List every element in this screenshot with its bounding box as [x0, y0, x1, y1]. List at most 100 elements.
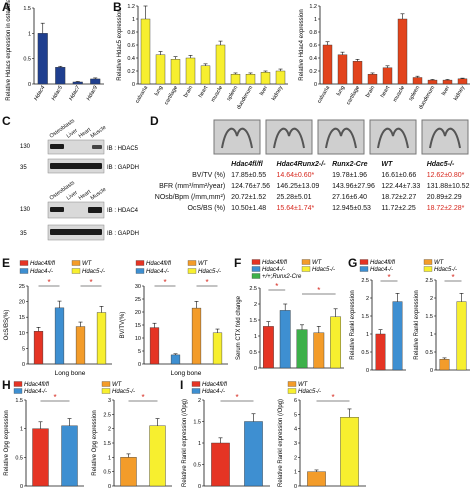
y-tick-label: 1 [108, 455, 111, 461]
x-tick-label: kidney [271, 85, 284, 102]
table-row: OcS/BS (%) 10.50±1.48 15.64±1.74* 12.945±0.… [152, 204, 472, 213]
legend-label: Hdac5-/- [312, 267, 335, 273]
x-axis-label: Long bone [171, 370, 202, 377]
x-tick-label: muscle [210, 85, 224, 103]
bar [212, 332, 223, 365]
western-blot-hdac5: Osteoblasts Liver Heart Muscle 130 35 IB… [18, 118, 143, 178]
y-tick-label: 0 [20, 484, 23, 490]
blot2-band [88, 207, 102, 213]
y-axis-label: Relative Opg expression [92, 410, 98, 475]
y-axis-label: Relative Opg expression [4, 410, 10, 475]
y-tick-label: 0.5 [15, 455, 23, 461]
table-row-label: BV/TV (%) [192, 172, 226, 179]
table-row-label: OcS/BS (%) [187, 205, 226, 212]
table-col-header: Hdac5-/- [426, 161, 455, 168]
table-col-header: Runx2-Cre [332, 161, 368, 168]
y-tick-label: 2 [108, 427, 111, 433]
panel-letter-e: E [2, 256, 11, 270]
y-tick-label: 0.8 [127, 30, 135, 36]
table-cell: 18.72±2.27 [381, 194, 417, 201]
y-tick-label: 1.5 [425, 314, 433, 320]
western-blot-hdac4: Osteoblasts Liver Heart Muscle 130 35 IB… [18, 180, 143, 248]
y-tick-label: 0 [314, 82, 317, 88]
legend-label: WT [298, 382, 309, 388]
table-cell: 15.64±1.74* [276, 205, 315, 212]
bar [211, 442, 230, 487]
bar [185, 57, 196, 85]
bar [90, 78, 101, 85]
y-tick-label: 0.6 [309, 43, 317, 49]
blot1-label-hdac5: IB : HDAC5 [107, 146, 139, 152]
chart-b-hdac5-tissue: 0 0.2 0.4 0.6 0.8 1 1.2 Relative Hdac5 expressi… [117, 4, 288, 111]
bar [170, 59, 181, 85]
bar [397, 18, 408, 85]
microct-bone-outline [325, 127, 357, 149]
legend-label: Hdac4-/- [146, 269, 169, 275]
y-tick-label: 0.2 [309, 69, 317, 75]
y-tick-label: 25 [135, 297, 141, 303]
legend-swatch [187, 268, 197, 274]
bar [75, 326, 86, 365]
legend-swatch [251, 266, 261, 272]
table-cell: 20.72±1.52 [231, 194, 267, 201]
y-axis-label: Relative Rankl expression (/Opg) [182, 399, 188, 487]
y-tick-label: 0 [254, 366, 257, 372]
y-tick-label: 1 [132, 17, 135, 23]
y-tick-label: 1 [294, 470, 297, 476]
bar [427, 79, 438, 85]
bar [392, 301, 403, 371]
legend-label: Hdac4-/- [202, 389, 225, 395]
y-tick-label: 1 [366, 332, 369, 338]
y-tick-label: 1 [28, 31, 31, 37]
x-tick-label: spleen [408, 85, 421, 102]
bar [120, 457, 137, 487]
bar [456, 301, 467, 371]
y-tick-label: 10 [135, 336, 141, 342]
histomorphometry-table: Hdac4fl/fl Hdac4Runx2-/- Runx2-Cre WT Hd… [150, 158, 474, 215]
y-tick-label: 0.5 [425, 350, 433, 356]
y-tick-label: 0 [28, 82, 31, 88]
bar [260, 72, 271, 85]
table-cell: 12.945±0.53 [332, 205, 371, 212]
legend-label: Hdac4fl/fl [24, 382, 50, 388]
panel-letter-a: A [2, 0, 11, 14]
legend-label: Hdac4fl/fl [202, 382, 228, 388]
blot2-label-gapdh: IB : GAPDH [107, 231, 139, 237]
significance-star: * [205, 278, 208, 287]
x-tick-label: cartilage [164, 85, 180, 106]
legend-swatch [135, 260, 145, 266]
bar [457, 78, 468, 85]
bar [149, 327, 160, 365]
chart-e-ocs-bs: 0 5 10 15 20 25 OcS/BS(%) Long bone Hdac4fl/fl Hd… [4, 260, 112, 377]
microct-bone-outline [273, 127, 305, 149]
significance-star: * [317, 286, 320, 295]
chart-i-rankl-opg-hdac5: 0 1 2 3 4 5 6 Relative Rankl expression (/Opg) W… [278, 381, 366, 490]
panel-letter-i: I [180, 378, 184, 392]
y-tick-label: 0.2 [127, 69, 135, 75]
legend-label: Hdac4fl/fl [30, 261, 56, 267]
legend-label: Hdac4-/- [30, 269, 53, 275]
legend-swatch [287, 388, 297, 394]
table-row-label: BFR (mm³/mm²/year) [159, 183, 226, 190]
microct-bone-outline [221, 127, 253, 149]
bar [313, 332, 325, 369]
legend-label: Hdac5-/- [198, 269, 221, 275]
legend-swatch [19, 268, 29, 274]
y-tick-label: 0 [294, 484, 297, 490]
y-tick-label: 3 [108, 398, 111, 404]
blot1-svg: Osteoblasts Liver Heart Muscle 130 35 IB… [20, 118, 139, 174]
y-tick-label: 15 [135, 323, 141, 329]
blot2-marker-35: 35 [20, 231, 27, 237]
bar [140, 18, 151, 85]
legend-swatch [71, 260, 81, 266]
microct-image [213, 119, 261, 155]
blot1-lane-liver: Liver [66, 128, 79, 140]
legend-label: Hdac5-/- [298, 389, 321, 395]
bar [32, 428, 49, 487]
x-tick-label: brain [365, 85, 376, 99]
microct-image [265, 119, 313, 155]
bar [54, 307, 65, 365]
blot2-gapdh-band [50, 229, 102, 235]
x-tick-label: calvaria [135, 84, 150, 104]
y-tick-label: 3 [294, 441, 297, 447]
